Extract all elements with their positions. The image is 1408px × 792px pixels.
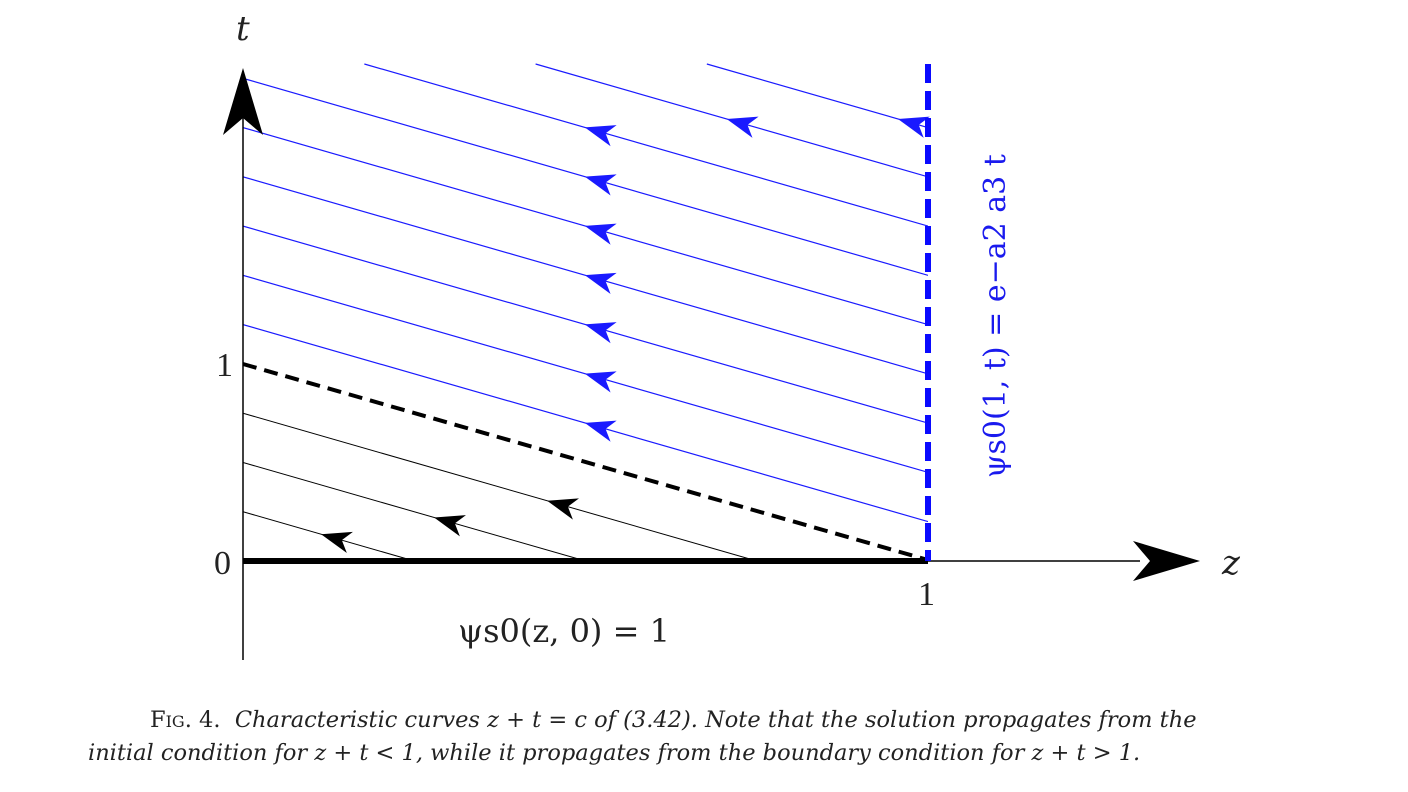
boundary-arrow-7 <box>584 125 617 147</box>
boundary-condition-label: ψs0(1, t) = e−a2 a3 t <box>978 154 1013 478</box>
initial-characteristic-line-2 <box>243 462 586 562</box>
boundary-arrow-9 <box>897 116 930 138</box>
caption-line-2: initial condition for z + t < 1, while i… <box>88 740 1141 766</box>
t-tick-one: 1 <box>216 347 233 384</box>
initial-characteristic-line-3 <box>243 412 757 562</box>
z-tick-one: 1 <box>918 576 935 613</box>
t-axis-label: t <box>236 9 250 49</box>
boundary-arrow-4 <box>584 272 617 295</box>
characteristic-direction-arrows <box>321 116 930 554</box>
boundary-arrow-2 <box>584 371 617 393</box>
boundary-arrow-8 <box>726 116 759 138</box>
separatrix-dashed-line <box>242 362 929 562</box>
boundary-arrow-1 <box>584 420 617 442</box>
initial-arrow-2 <box>434 515 466 537</box>
caption-line-1-text: Characteristic curves z + t = c of (3.42… <box>234 707 1197 733</box>
figure-caption: Fig. 4. Characteristic curves z + t = c … <box>88 704 1378 770</box>
t-tick-zero: 0 <box>214 545 231 582</box>
caption-fig-label: Fig. 4. <box>150 707 221 733</box>
boundary-characteristic-line-7 <box>364 63 928 227</box>
boundary-characteristic-line-9 <box>706 63 928 129</box>
t-axis-arrowhead <box>223 68 263 135</box>
caption-line-1: Fig. 4. Characteristic curves z + t = c … <box>88 704 1378 737</box>
characteristics-diagram: t z 1 0 1 ψs0(z, 0) = 1 ψs0(1, t) = e−a2… <box>214 9 1241 660</box>
boundary-arrow-6 <box>584 174 617 196</box>
z-axis-label: z <box>1221 543 1241 583</box>
boundary-characteristic-curves <box>243 63 928 523</box>
initial-condition-label: ψs0(z, 0) = 1 <box>458 612 670 650</box>
boundary-arrow-5 <box>584 223 617 245</box>
initial-arrow-3 <box>547 498 579 520</box>
boundary-arrow-3 <box>584 322 617 344</box>
z-axis-arrowhead <box>1133 541 1200 581</box>
initial-arrow-1 <box>321 531 353 554</box>
